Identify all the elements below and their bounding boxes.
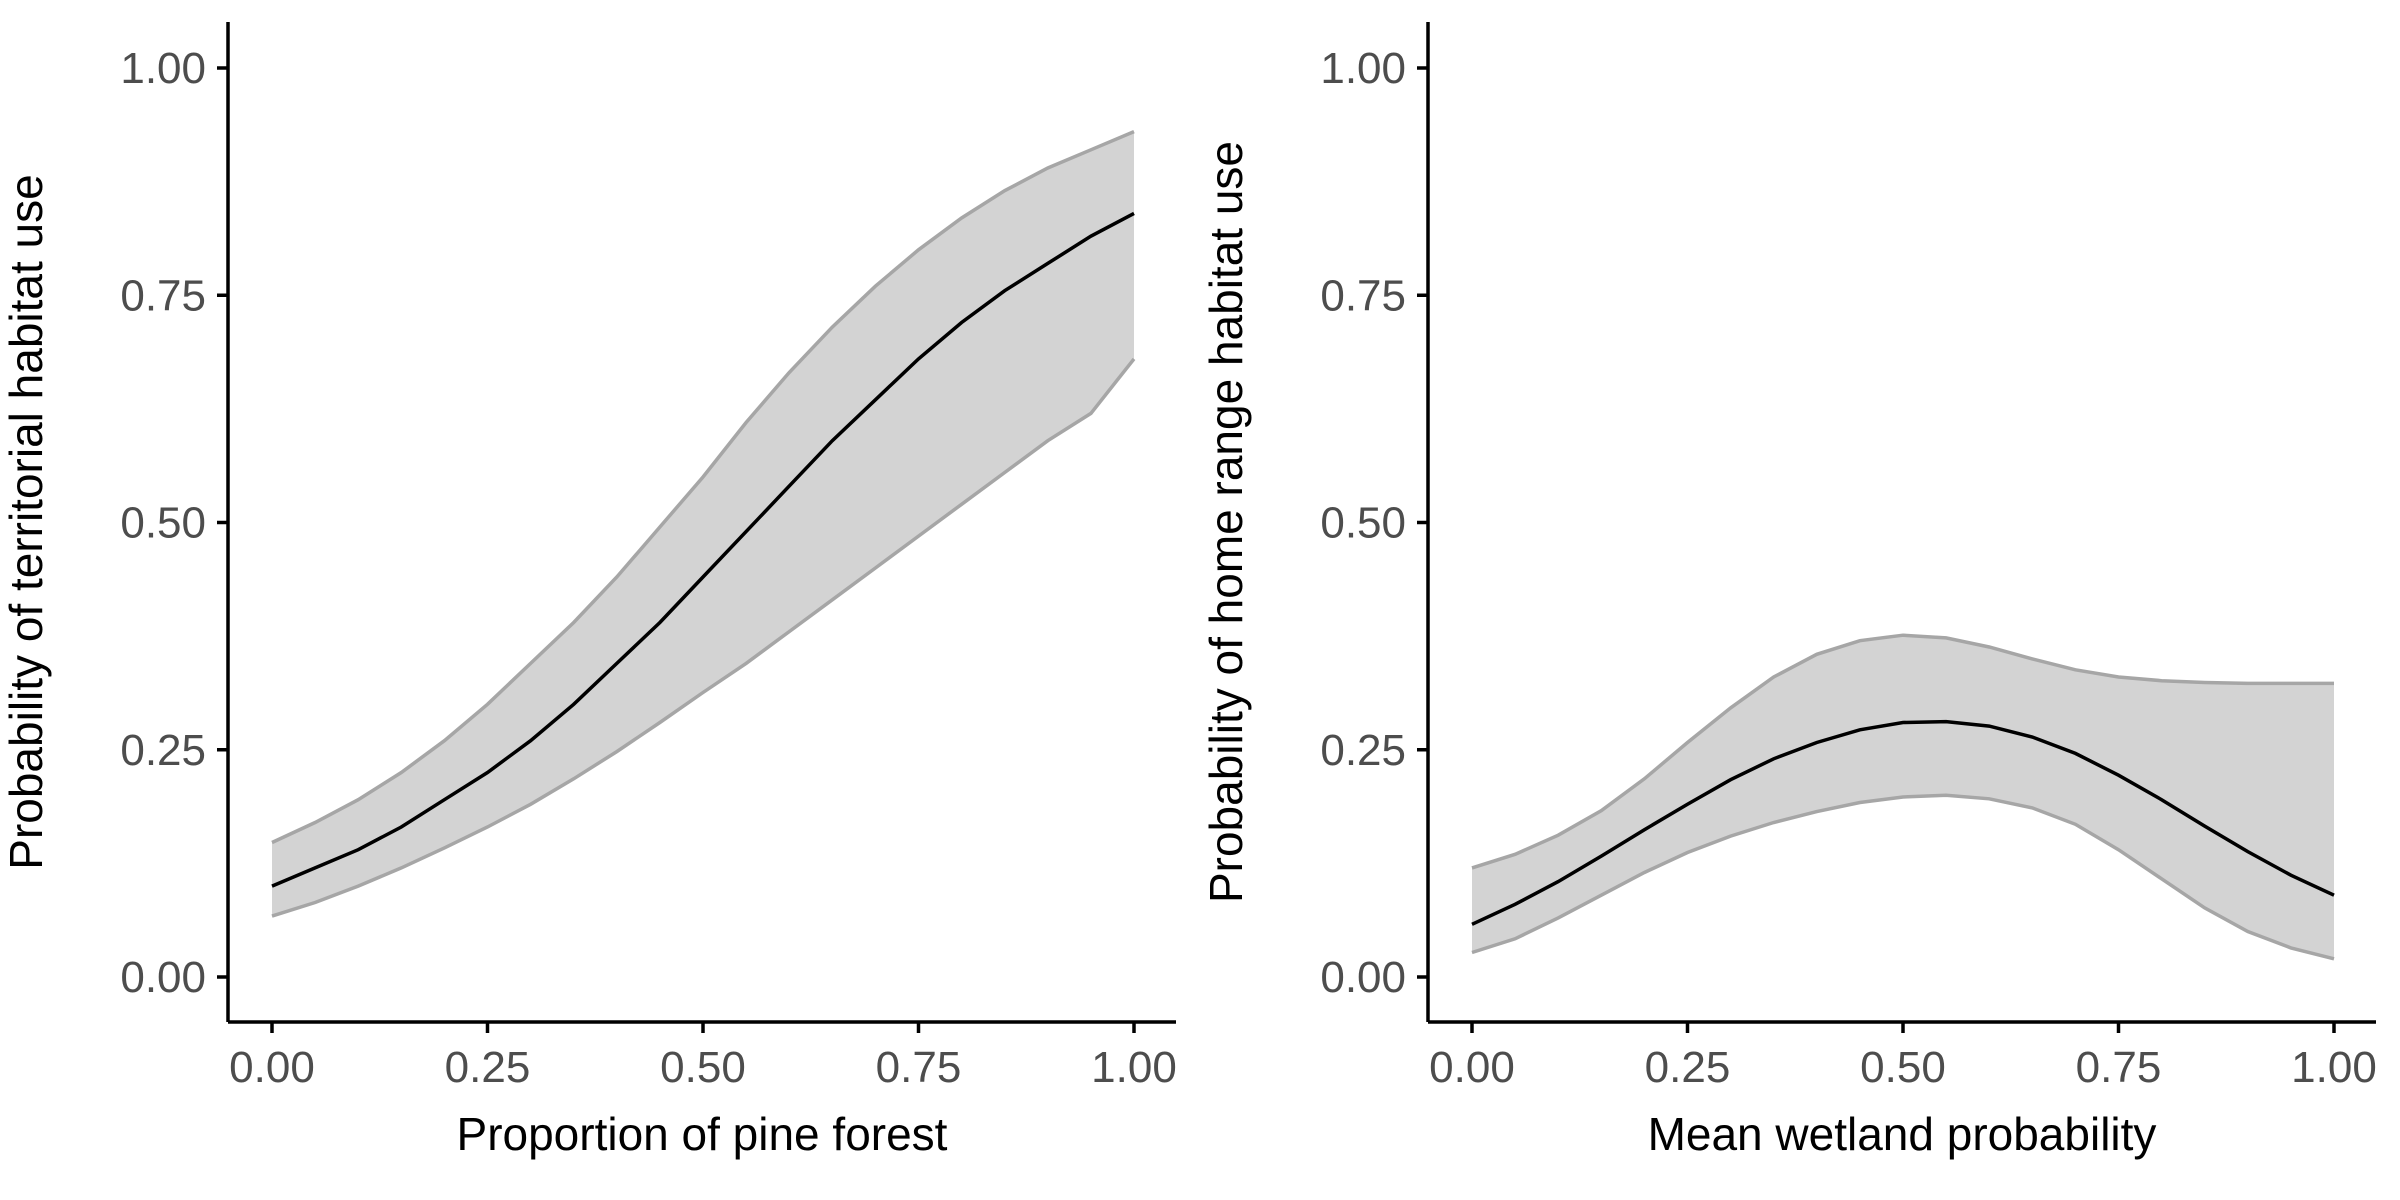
- y-tick-label: 0.00: [1320, 953, 1406, 1002]
- y-tick-label: 0.75: [1320, 271, 1406, 320]
- y-tick-label: 0.50: [120, 499, 206, 548]
- x-tick-label: 0.50: [1860, 1043, 1946, 1092]
- fitted-probability-line: [1471, 719, 2335, 926]
- fitted-probability-line: [271, 211, 1135, 888]
- y-tick-label: 0.25: [1320, 726, 1406, 775]
- x-tick-label: 0.75: [2076, 1043, 2162, 1092]
- x-axis-title: Mean wetland probability: [1648, 1108, 2157, 1160]
- x-tick-label: 0.75: [876, 1043, 962, 1092]
- x-tick-label: 0.25: [1645, 1043, 1731, 1092]
- y-axis-title: Probability of home range habitat use: [1200, 141, 1252, 903]
- left-panel: 0.00 0.25 0.50 0.75 1.00 0.00 0.25 0.50 0.75 1.00…: [0, 22, 1177, 1160]
- y-axis-title: Probability of territorial habitat use: [0, 174, 52, 869]
- y-tick-label: 1.00: [1320, 44, 1406, 93]
- x-tick-label: 0.00: [1429, 1043, 1515, 1092]
- y-tick-label: 0.00: [120, 953, 206, 1002]
- lower-confidence-line: [1471, 793, 2335, 961]
- x-tick-label: 0.50: [660, 1043, 746, 1092]
- confidence-band: [272, 131, 1134, 917]
- x-axis-title: Proportion of pine forest: [457, 1108, 948, 1160]
- x-tick-label: 1.00: [1091, 1043, 1177, 1092]
- y-tick-label: 0.50: [1320, 499, 1406, 548]
- right-panel: 0.00 0.25 0.50 0.75 1.00 0.00 0.25 0.50 0.75 1.00…: [1200, 22, 2377, 1160]
- x-tick-label: 1.00: [2291, 1043, 2377, 1092]
- upper-confidence-line: [1471, 633, 2334, 870]
- lower-confidence-line: [271, 357, 1136, 918]
- upper-confidence-line: [271, 129, 1135, 845]
- x-tick-label: 0.25: [445, 1043, 531, 1092]
- y-tick-label: 0.75: [120, 271, 206, 320]
- y-tick-label: 1.00: [120, 44, 206, 93]
- y-tick-label: 0.25: [120, 726, 206, 775]
- x-tick-label: 0.00: [229, 1043, 315, 1092]
